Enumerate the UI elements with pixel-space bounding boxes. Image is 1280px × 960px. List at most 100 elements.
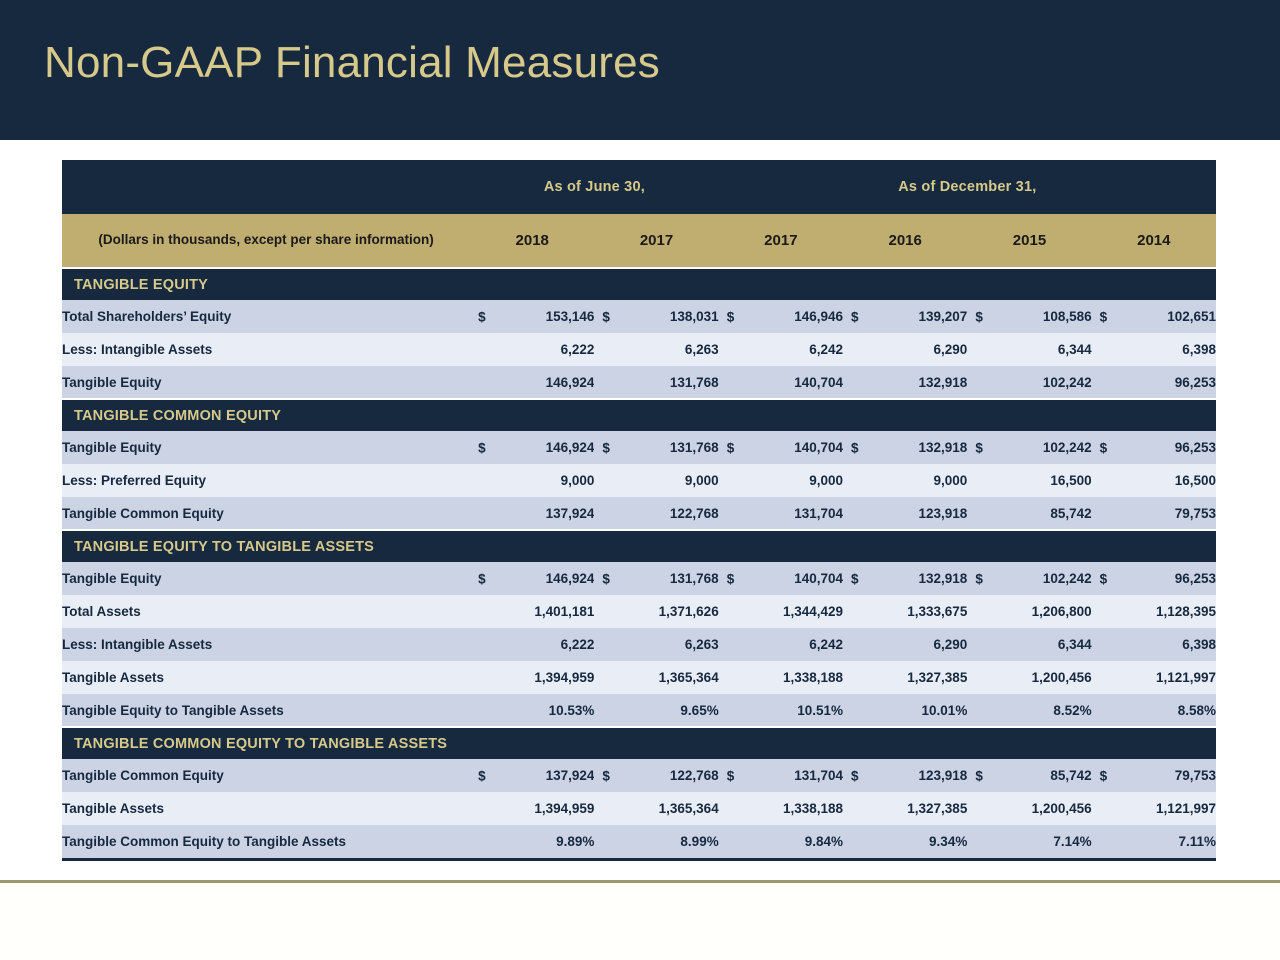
cell-value: 6,344 [1057, 342, 1092, 357]
cell-value: 6,398 [1182, 637, 1216, 652]
cell-value: 139,207 [918, 309, 968, 324]
table-cell: 9.89% [470, 825, 595, 858]
table-cell: 8.58% [1091, 694, 1216, 727]
table-cell: 6,344 [967, 628, 1092, 661]
cell-value: 1,344,429 [782, 604, 844, 619]
table-cell: $131,768 [594, 562, 719, 595]
cell-value: 1,365,364 [658, 801, 719, 816]
cell-value: 9.84% [804, 834, 844, 849]
table-cell: 6,290 [843, 628, 968, 661]
cell-value: 123,918 [918, 505, 968, 521]
currency-symbol: $ [726, 768, 735, 783]
cell-value: 6,290 [933, 637, 968, 652]
table-cell: 6,263 [594, 628, 719, 661]
cell-value: 102,242 [1042, 571, 1092, 586]
currency-symbol: $ [975, 571, 983, 586]
table-cell: $139,207 [843, 300, 968, 333]
table-cell: 9,000 [843, 464, 968, 497]
table-cell: 1,394,959 [470, 792, 595, 825]
table-cell: $146,946 [718, 300, 844, 333]
table-cell: $140,704 [718, 431, 844, 464]
section-title: TANGIBLE EQUITY [62, 267, 1216, 300]
cell-value: 9,000 [684, 473, 719, 488]
cell-value: 138,031 [669, 309, 719, 324]
year-header-row: (Dollars in thousands, except per share … [62, 214, 1216, 268]
table-cell: $122,768 [594, 759, 719, 792]
currency-symbol: $ [602, 440, 610, 455]
table-cell: 16,500 [967, 464, 1092, 497]
row-label: Total Shareholders’ Equity [62, 300, 471, 333]
cell-value: 6,242 [809, 637, 844, 652]
cell-value: 137,924 [545, 768, 595, 783]
cell-value: 131,768 [669, 374, 719, 390]
cell-value: 131,768 [669, 440, 719, 455]
units-note: (Dollars in thousands, except per share … [62, 214, 471, 268]
row-label: Tangible Common Equity to Tangible Asset… [62, 825, 471, 858]
cell-value: 96,253 [1174, 571, 1216, 586]
table-cell: 1,371,626 [594, 595, 719, 628]
cell-value: 146,924 [545, 440, 595, 455]
cell-value: 6,242 [809, 342, 844, 357]
row-label: Tangible Equity [62, 431, 471, 464]
table-cell: 1,344,429 [718, 595, 844, 628]
row-label: Tangible Common Equity [62, 497, 471, 530]
table-cell: 6,242 [718, 333, 844, 366]
cell-value: 1,121,997 [1155, 670, 1216, 685]
table-cell: 8.99% [594, 825, 719, 858]
table-row: Tangible Equity $146,924 $131,768 $140,704 $… [62, 562, 1216, 595]
cell-value: 16,500 [1174, 473, 1216, 488]
cell-value: 1,365,364 [658, 670, 719, 685]
table-cell: $102,242 [967, 562, 1092, 595]
year-header-2018-jun: 2018 [470, 214, 595, 268]
row-label: Tangible Assets [62, 661, 471, 694]
currency-symbol: $ [478, 309, 486, 324]
table-cell: 146,924 [470, 366, 595, 399]
table-cell: 1,121,997 [1091, 661, 1216, 694]
cell-value: 132,918 [918, 374, 968, 390]
table-bottom-border [62, 858, 1216, 861]
table-row: Tangible Equity 146,924 131,768 140,704 132,… [62, 366, 1216, 399]
cell-value: 153,146 [545, 309, 595, 324]
section-title: TANGIBLE COMMON EQUITY TO TANGIBLE ASSET… [62, 726, 1216, 759]
cell-value: 9,000 [809, 473, 844, 488]
cell-value: 1,371,626 [658, 604, 719, 619]
table-cell: 8.52% [967, 694, 1092, 727]
cell-value: 1,394,959 [534, 670, 595, 685]
row-label: Tangible Equity to Tangible Assets [62, 694, 471, 727]
group-header-row: As of June 30, As of December 31, [62, 160, 1216, 214]
footer-divider [0, 880, 1280, 883]
cell-value: 8.58% [1177, 702, 1216, 718]
slide-footer: CAPSTAR. FINANCIAL HOLDINGS, INC. 26 [0, 883, 1280, 960]
table-cell: $102,242 [967, 431, 1092, 464]
table-row: Less: Intangible Assets 6,222 6,263 6,242 6,… [62, 333, 1216, 366]
cell-value: 131,768 [669, 571, 719, 586]
cell-value: 102,651 [1167, 309, 1216, 324]
currency-symbol: $ [478, 440, 486, 455]
table-cell: $131,768 [594, 431, 719, 464]
table-cell: 6,398 [1091, 333, 1216, 366]
table-cell: $138,031 [594, 300, 719, 333]
year-header-2017-dec: 2017 [718, 214, 844, 268]
table-cell: $153,146 [470, 300, 595, 333]
currency-symbol: $ [478, 768, 486, 783]
currency-symbol: $ [602, 309, 610, 324]
table-cell: $140,704 [718, 562, 844, 595]
cell-value: 10.53% [548, 702, 595, 718]
group-header-blank [62, 160, 471, 214]
table-cell: 1,128,395 [1091, 595, 1216, 628]
table-cell: 1,394,959 [470, 661, 595, 694]
currency-symbol: $ [726, 571, 735, 586]
year-header-2015-dec: 2015 [967, 214, 1092, 268]
table-cell: 6,290 [843, 333, 968, 366]
currency-symbol: $ [1099, 768, 1108, 783]
table-cell: $132,918 [843, 562, 968, 595]
table-cell: 1,206,800 [967, 595, 1092, 628]
table-cell: 9.65% [594, 694, 719, 727]
table-cell: 137,924 [470, 497, 595, 530]
table-cell: 9,000 [594, 464, 719, 497]
cell-value: 1,121,997 [1155, 801, 1216, 816]
table-cell: $108,586 [967, 300, 1092, 333]
cell-value: 1,200,456 [1031, 670, 1092, 685]
table-cell: 16,500 [1091, 464, 1216, 497]
